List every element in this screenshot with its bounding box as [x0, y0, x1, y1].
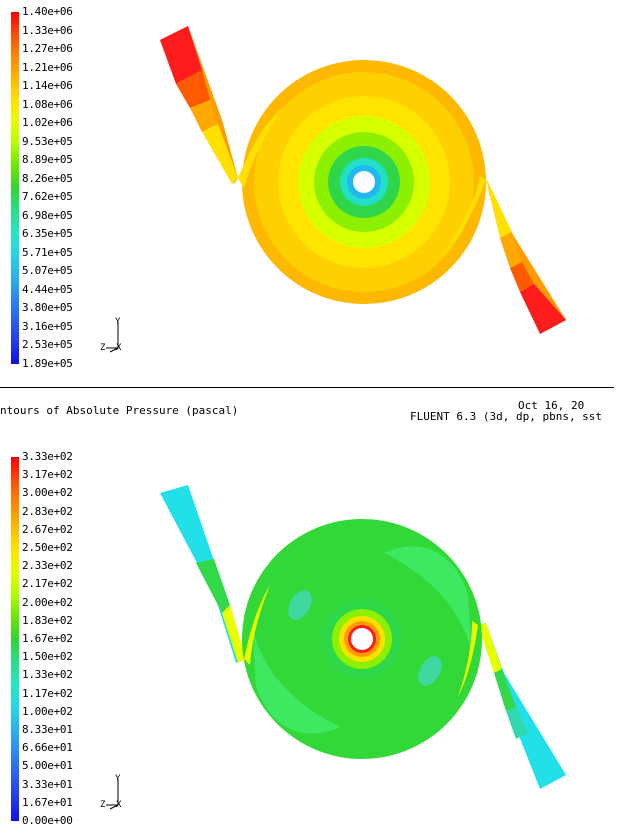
secondary-contour-plot	[0, 445, 624, 839]
right-nozzle	[486, 178, 566, 334]
pressure-contour-plot	[0, 0, 624, 380]
secondary-contour-panel: 3.33e+02 3.17e+02 3.00e+02 2.83e+02 2.67e+02…	[0, 445, 624, 839]
pressure-contour-panel: 1.40e+06 1.33e+06 1.27e+06 1.21e+06 1.14e+06…	[0, 0, 624, 380]
left-nozzle	[160, 485, 246, 663]
axis-z-label: Z	[100, 799, 105, 811]
right-nozzle	[478, 623, 566, 789]
plot-caption: ntours of Absolute Pressure (pascal)	[0, 405, 238, 417]
plot-divider	[0, 387, 614, 388]
axis-y-label: Y	[115, 316, 120, 328]
axis-y-label: Y	[115, 773, 120, 785]
disc-contours	[242, 519, 482, 759]
axis-x-label: X	[116, 342, 121, 354]
axis-z-label: Z	[100, 342, 105, 354]
left-nozzle	[160, 26, 238, 184]
axis-x-label: X	[116, 799, 121, 811]
disc-contours	[238, 60, 486, 304]
solver-info: FLUENT 6.3 (3d, dp, pbns, sst	[410, 411, 602, 423]
